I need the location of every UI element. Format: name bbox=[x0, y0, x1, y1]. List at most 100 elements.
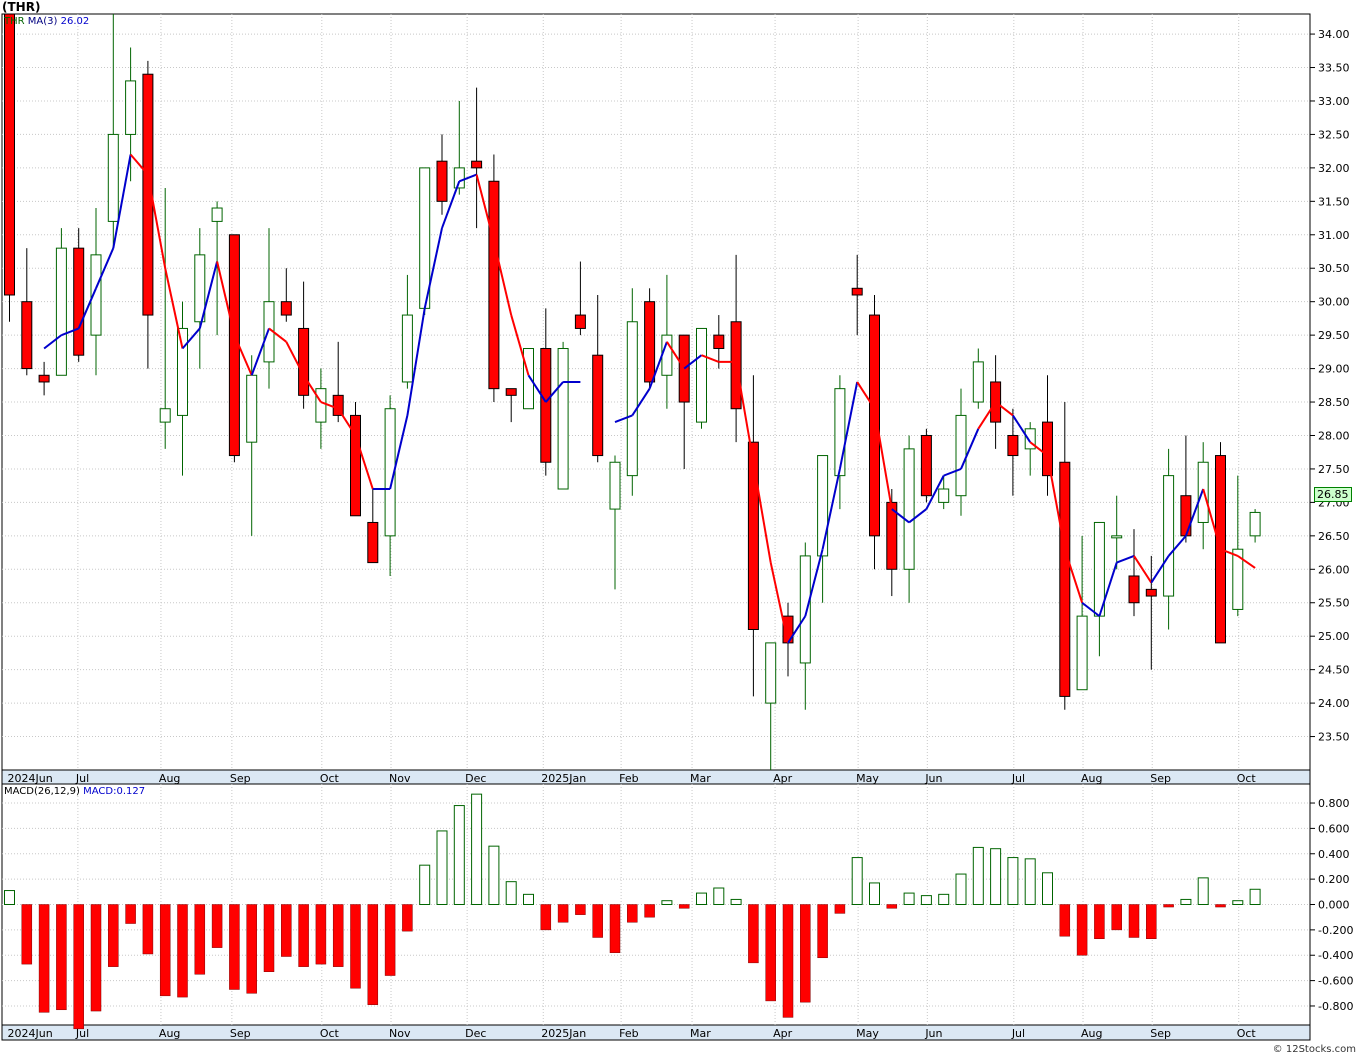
price-tick-label: 32.50 bbox=[1318, 128, 1350, 141]
candle-body bbox=[384, 408, 396, 537]
ma-segment bbox=[666, 341, 686, 370]
ma-segment bbox=[268, 327, 287, 343]
macd-bar bbox=[125, 904, 136, 924]
candle-body bbox=[471, 160, 483, 169]
ma-segment bbox=[458, 173, 477, 183]
candle-body bbox=[661, 334, 673, 376]
ma-segment bbox=[752, 462, 772, 563]
price-tick-label: 23.50 bbox=[1318, 731, 1350, 744]
candle-body bbox=[298, 327, 310, 396]
price-tick-label: 33.50 bbox=[1318, 62, 1350, 75]
month-label-macd: Sep bbox=[230, 1027, 251, 1040]
ma-segment bbox=[492, 241, 513, 316]
candle-body bbox=[696, 327, 707, 423]
month-label: Feb bbox=[619, 772, 638, 785]
candle-body bbox=[626, 321, 638, 477]
last-price-badge: 26.85 bbox=[1314, 487, 1352, 502]
month-label-macd: Aug bbox=[1081, 1027, 1102, 1040]
macd-tick-label: 0.800 bbox=[1318, 797, 1350, 810]
ma-segment bbox=[1167, 535, 1187, 557]
ma-segment bbox=[1220, 548, 1239, 557]
macd-bar bbox=[263, 904, 275, 972]
ma-segment bbox=[769, 562, 789, 644]
macd-bar bbox=[1249, 888, 1261, 905]
month-label-macd: May bbox=[856, 1027, 879, 1040]
ma-segment bbox=[216, 261, 236, 336]
price-tick-label: 33.00 bbox=[1318, 95, 1350, 108]
macd-bar bbox=[332, 904, 344, 967]
month-label-macd: Apr bbox=[773, 1027, 793, 1040]
candle-body bbox=[280, 301, 292, 316]
ma-segment bbox=[1150, 555, 1170, 584]
ma-segment bbox=[1029, 441, 1049, 457]
macd-bar bbox=[4, 890, 15, 905]
macd-bar bbox=[575, 904, 586, 915]
candle-body bbox=[419, 167, 431, 309]
macd-bar bbox=[1215, 904, 1226, 908]
macd-bar bbox=[627, 904, 638, 923]
candle-body bbox=[194, 254, 206, 323]
candle-body bbox=[1042, 421, 1053, 477]
candle-body bbox=[505, 388, 517, 396]
ma-segment bbox=[406, 308, 426, 416]
ma-segment bbox=[77, 287, 97, 329]
macd-tick-label: -0.400 bbox=[1318, 949, 1353, 962]
ma-segment bbox=[423, 227, 443, 309]
candle-body bbox=[1024, 428, 1036, 450]
ma-segment bbox=[545, 381, 564, 403]
candle-body bbox=[557, 348, 569, 490]
macd-tick-label: -0.800 bbox=[1318, 1000, 1353, 1013]
price-tick-label: 26.00 bbox=[1318, 563, 1350, 576]
macd-bar bbox=[73, 904, 84, 1030]
candle-body bbox=[609, 461, 621, 510]
macd-tick-label: 0.200 bbox=[1318, 873, 1350, 886]
macd-bar bbox=[159, 904, 171, 997]
month-label: Jul bbox=[75, 772, 89, 785]
candle-body bbox=[799, 555, 811, 664]
macd-bar bbox=[523, 893, 534, 906]
ma-segment bbox=[631, 388, 651, 416]
macd-bar bbox=[246, 904, 257, 994]
candle-body bbox=[574, 314, 586, 329]
macd-bar bbox=[177, 904, 188, 998]
macd-bar bbox=[471, 793, 483, 905]
candle-body bbox=[1163, 475, 1175, 597]
price-tick-label: 28.50 bbox=[1318, 396, 1350, 409]
month-label-macd: 2024Jun bbox=[8, 1027, 53, 1040]
candle-body bbox=[1007, 434, 1019, 457]
ma-segment bbox=[441, 180, 461, 229]
candle-body bbox=[436, 160, 448, 202]
candle-body bbox=[972, 361, 984, 403]
candle-body bbox=[55, 247, 67, 376]
footer-credit: © 12Stocks.com bbox=[1272, 1044, 1356, 1055]
candle-body bbox=[903, 448, 915, 570]
ma-segment bbox=[510, 314, 530, 376]
ma-segment bbox=[164, 268, 184, 349]
candle-body bbox=[747, 441, 759, 631]
price-tick-label: 27.50 bbox=[1318, 463, 1350, 476]
month-label-macd: Feb bbox=[619, 1027, 638, 1040]
macd-bar bbox=[419, 864, 431, 906]
month-label: Oct bbox=[320, 772, 340, 785]
macd-bar bbox=[211, 904, 223, 948]
ma-segment bbox=[908, 508, 928, 524]
macd-bar bbox=[505, 881, 517, 905]
month-label-macd: Oct bbox=[1237, 1027, 1257, 1040]
candle-body bbox=[834, 388, 846, 477]
ma-segment bbox=[977, 401, 997, 430]
macd-bar bbox=[1180, 898, 1192, 906]
ma-segment bbox=[683, 354, 703, 370]
candle-body bbox=[1059, 461, 1071, 697]
candle-body bbox=[886, 501, 898, 570]
ma-segment bbox=[181, 327, 201, 350]
ma-segment bbox=[1063, 548, 1084, 604]
macd-bar bbox=[782, 904, 794, 1018]
macd-bar bbox=[609, 904, 621, 953]
macd-bar bbox=[851, 857, 863, 905]
macd-bar bbox=[488, 845, 500, 906]
ma-segment bbox=[1202, 488, 1222, 550]
candle-body bbox=[1249, 511, 1261, 537]
ma-segment bbox=[1116, 554, 1135, 564]
ma-segment bbox=[302, 374, 322, 403]
